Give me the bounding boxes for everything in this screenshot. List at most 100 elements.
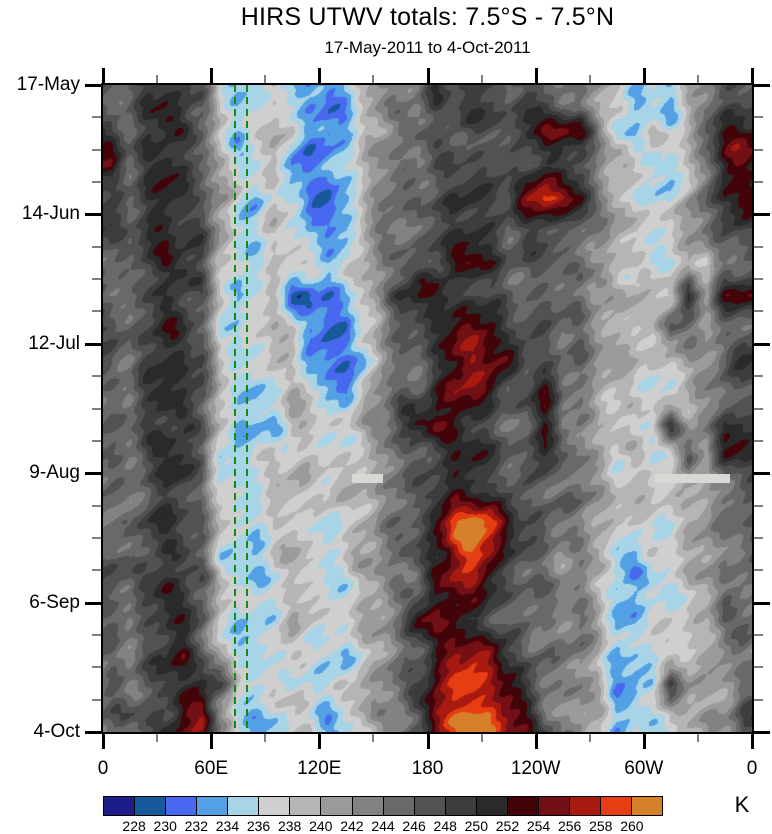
colorbar-cell: [258, 797, 290, 815]
x-axis-minor-tick-top: [481, 75, 483, 83]
colorbar-cell: [320, 797, 352, 815]
colorbar-tick-label: 260: [620, 818, 644, 834]
colorbar-tick-label: 256: [557, 818, 582, 834]
colorbar-cell: [165, 797, 197, 815]
y-axis-major-tick-left: [85, 472, 101, 475]
missing-data-bar: [351, 473, 384, 483]
y-axis-tick-label: 12-Jul: [28, 332, 80, 354]
y-axis-minor-tick-right: [754, 666, 763, 668]
y-axis-major-tick-right: [754, 84, 770, 87]
colorbar-tick-label: 236: [246, 818, 271, 834]
colorbar-tick-label: 240: [309, 818, 333, 834]
colorbar-cell: [568, 797, 600, 815]
y-axis-tick-label: 14-Jun: [21, 203, 80, 225]
y-axis-major-tick-right: [754, 602, 770, 605]
x-axis-major-tick-bottom: [210, 734, 213, 749]
colorbar-cell: [289, 797, 321, 815]
x-axis-tick-label: 0: [746, 758, 758, 779]
colorbar-tick-label: 246: [402, 818, 426, 834]
y-axis-minor-tick-right: [754, 310, 763, 312]
colorbar-cell: [351, 797, 383, 815]
colorbar-cell: [475, 797, 507, 815]
x-axis-tick-label: 120W: [510, 758, 561, 779]
reference-line-green-dashed: [233, 85, 236, 732]
y-axis-minor-tick-right: [754, 634, 763, 636]
y-axis-tick-label: 6-Sep: [29, 591, 80, 613]
x-axis-major-tick-top: [751, 68, 754, 83]
x-axis-minor-tick-bottom: [372, 734, 374, 742]
y-axis-major-tick-left: [85, 731, 101, 734]
y-axis-major-tick-right: [754, 213, 770, 216]
y-axis-minor-tick-left: [92, 116, 101, 118]
heatmap-canvas: [103, 85, 752, 732]
y-axis-tick-label: 17-May: [16, 74, 80, 95]
x-axis-tick-label: 120E: [297, 758, 342, 779]
y-axis-minor-tick-left: [92, 666, 101, 668]
colorbar-tick-label: 232: [184, 818, 208, 834]
y-axis-minor-tick-right: [754, 505, 763, 507]
y-axis-minor-tick-right: [754, 375, 763, 377]
y-axis-minor-tick-left: [92, 634, 101, 636]
x-axis-major-tick-top: [318, 68, 321, 83]
y-axis-minor-tick-right: [754, 699, 763, 701]
missing-data-bar: [655, 473, 730, 483]
colorbar-tick-label: 244: [371, 818, 395, 834]
y-axis-minor-tick-left: [92, 149, 101, 151]
y-axis-major-tick-left: [85, 213, 101, 216]
y-axis-minor-tick-left: [92, 408, 101, 410]
colorbar-cell: [631, 797, 663, 815]
x-axis-major-tick-top: [535, 68, 538, 83]
colorbar-cell: [506, 797, 538, 815]
colorbar-tick-label: 248: [433, 818, 457, 834]
y-axis-tick-label: 4-Oct: [33, 721, 80, 742]
y-axis-tick-label: 9-Aug: [29, 462, 80, 484]
y-axis-minor-tick-right: [754, 149, 763, 151]
y-axis-major-tick-right: [754, 731, 770, 734]
chart-title: HIRS UTWV totals: 7.5°S - 7.5°N: [240, 3, 615, 31]
colorbar-tick-label: 238: [277, 818, 302, 834]
x-axis-minor-tick-top: [372, 75, 374, 83]
colorbar-cell: [382, 797, 414, 815]
colorbar-tick-label: 234: [215, 818, 240, 834]
y-axis-minor-tick-left: [92, 505, 101, 507]
colorbar-cell: [104, 797, 135, 815]
colorbar-tick-label: 242: [340, 818, 364, 834]
y-axis-minor-tick-left: [92, 699, 101, 701]
y-axis-major-tick-right: [754, 343, 770, 346]
x-axis-major-tick-bottom: [427, 734, 430, 749]
y-axis-major-tick-left: [85, 602, 101, 605]
x-axis-major-tick-bottom: [318, 734, 321, 749]
x-axis-minor-tick-bottom: [264, 734, 266, 742]
y-axis-minor-tick-right: [754, 569, 763, 571]
colorbar-tick-label: 228: [122, 818, 146, 834]
colorbar-cell: [537, 797, 569, 815]
colorbar-cell: [413, 797, 445, 815]
y-axis-minor-tick-right: [754, 116, 763, 118]
colorbar-cell: [444, 797, 476, 815]
y-axis-minor-tick-left: [92, 181, 101, 183]
colorbar-tick-label: 250: [464, 818, 488, 834]
y-axis-minor-tick-right: [754, 440, 763, 442]
y-axis-minor-tick-right: [754, 408, 763, 410]
x-axis-major-tick-top: [643, 68, 646, 83]
reference-line-green-dashed: [246, 85, 249, 732]
x-axis-minor-tick-bottom: [697, 734, 699, 742]
y-axis-minor-tick-right: [754, 181, 763, 183]
colorbar: [103, 796, 663, 816]
y-axis-minor-tick-left: [92, 246, 101, 248]
x-axis-major-tick-top: [427, 68, 430, 83]
chart-subtitle: 17-May-2011 to 4-Oct-2011: [324, 38, 531, 57]
y-axis-minor-tick-left: [92, 569, 101, 571]
y-axis-minor-tick-right: [754, 246, 763, 248]
x-axis-minor-tick-bottom: [156, 734, 158, 742]
x-axis-major-tick-bottom: [751, 734, 754, 749]
colorbar-cell: [227, 797, 259, 815]
x-axis-tick-label: 0: [97, 758, 109, 779]
x-axis-major-tick-bottom: [535, 734, 538, 749]
y-axis-major-tick-left: [85, 343, 101, 346]
x-axis-minor-tick-bottom: [589, 734, 591, 742]
colorbar-cell: [196, 797, 228, 815]
x-axis-tick-label: 60W: [624, 758, 664, 779]
x-axis-minor-tick-top: [156, 75, 158, 83]
